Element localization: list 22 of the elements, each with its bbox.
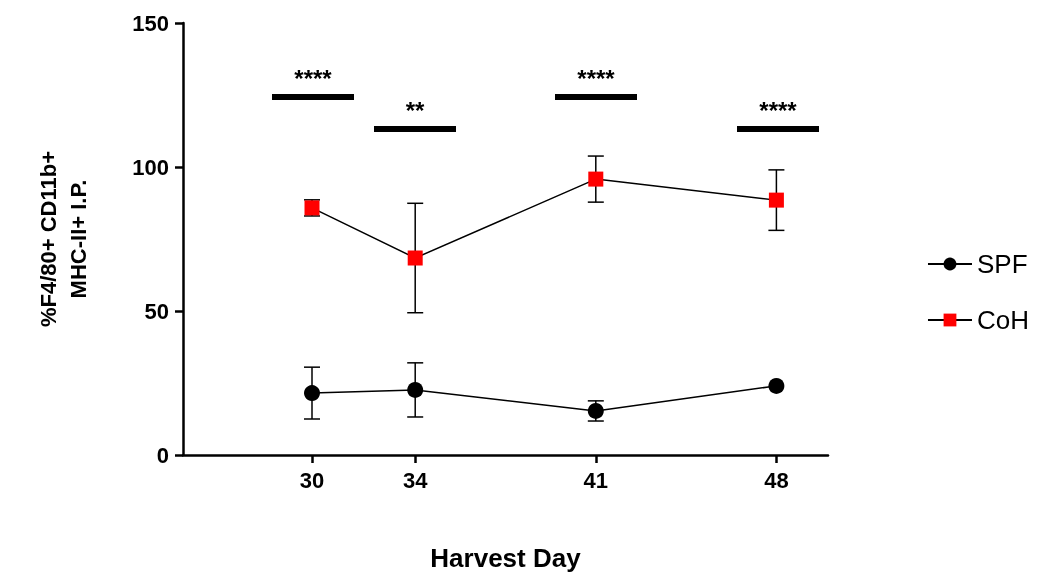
x-tick-label: 30	[299, 467, 325, 493]
point	[407, 381, 424, 398]
legend-label: SPF	[976, 249, 1028, 279]
point	[588, 171, 604, 187]
y-tick-label: 0	[156, 442, 169, 468]
y-tick-label: 50	[144, 298, 169, 324]
annotation: ****	[576, 65, 616, 92]
x-axis-title: Harvest Day	[430, 543, 582, 573]
annotation: ****	[758, 97, 798, 124]
x-tick-label: 34	[402, 467, 429, 493]
point	[407, 250, 423, 266]
legend-label: CoH	[976, 305, 1029, 335]
y-tick-label: 100	[132, 154, 169, 180]
point	[768, 192, 784, 208]
annotation: **	[404, 97, 426, 124]
y-axis-title: %F4/80+ CD11b+ MHC-II+ I.P.	[35, 150, 91, 328]
point	[768, 377, 785, 394]
point	[304, 385, 320, 402]
annotation: ****	[293, 65, 333, 92]
x-tick-label: 48	[764, 467, 789, 493]
y-tick-label: 150	[132, 10, 169, 36]
x-tick-label: 41	[583, 467, 609, 493]
